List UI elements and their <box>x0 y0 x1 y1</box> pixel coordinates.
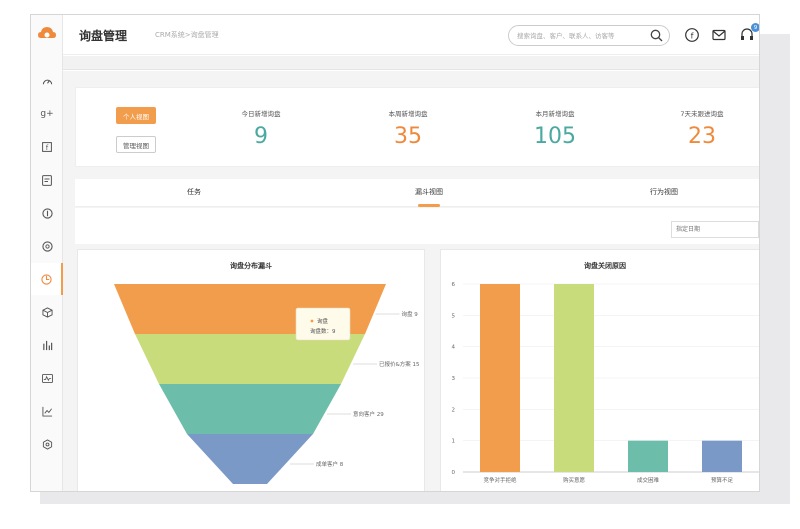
stat-value: 23 <box>688 124 716 149</box>
line-chart-icon[interactable] <box>31 395 63 427</box>
y-tick-label: 0 <box>452 470 456 476</box>
funnel-value-label: 意向客户 29 <box>353 410 384 418</box>
funnel-chart-panel: 询盘分布漏斗 询盘 9 已报价&方案 15 意向客户 29 成单客户 8 询盘询盘数：9 <box>77 249 425 491</box>
search-icon[interactable] <box>650 29 663 42</box>
google-plus-icon[interactable]: g+ <box>40 109 54 119</box>
y-tick-label: 1 <box>452 439 456 445</box>
date-picker-input[interactable] <box>671 221 759 238</box>
search-box <box>508 25 670 46</box>
stat-label: 本月新增询盘 <box>535 110 575 118</box>
bar-2[interactable] <box>628 440 668 472</box>
stat-label: 本周新增询盘 <box>388 110 428 118</box>
filter-bar <box>75 208 759 244</box>
bar-chart-icon[interactable] <box>31 329 63 361</box>
tab-behavior-view[interactable]: 行为视图 <box>650 188 678 196</box>
bar-3[interactable] <box>702 440 742 472</box>
headset-icon-wrap[interactable]: 9 <box>739 23 759 43</box>
tab-task[interactable]: 任务 <box>187 188 201 196</box>
x-tick-label: 竞争对手拒绝 <box>483 476 517 484</box>
stat-value: 105 <box>534 124 576 149</box>
bar-chart-panel: 询盘关闭原因 0 1 2 3 4 5 6 竞争对手拒绝 购买意愿 成交困难 预算不足 <box>440 249 759 491</box>
inquiry-chart-icon[interactable] <box>31 263 63 295</box>
app-window: g+ f 询盘管理 <box>30 14 760 492</box>
stat-value: 9 <box>254 124 268 149</box>
headset-badge: 9 <box>751 23 759 32</box>
headset-icon <box>741 28 753 40</box>
y-tick-label: 3 <box>452 376 456 382</box>
y-tick-label: 5 <box>452 313 456 319</box>
chart-title: 询盘关闭原因 <box>584 262 626 270</box>
bar-chart: 0 1 2 3 4 5 6 竞争对手拒绝 购买意愿 成交困难 预算不足 <box>452 282 759 484</box>
mail-icon[interactable] <box>711 27 727 43</box>
top-header: 询盘管理 CRM系统>询盘管理 f 9 6 <box>63 15 759 55</box>
chart-title: 询盘分布漏斗 <box>230 262 272 270</box>
breadcrumb[interactable]: CRM系统>询盘管理 <box>155 31 219 39</box>
tooltip-box <box>295 307 351 341</box>
personal-view-button[interactable]: 个人视图 <box>116 107 156 124</box>
stat-label: 今日新增询盘 <box>241 110 281 118</box>
view-tabs: 任务 漏斗视图 行为视图 <box>75 179 759 207</box>
stat-7day-unfollowed: 7天未跟进询盘 23 <box>647 108 757 149</box>
svg-text:f: f <box>691 31 694 40</box>
funnel-segment-3[interactable] <box>187 434 313 484</box>
page-title: 询盘管理 <box>79 29 128 43</box>
facebook-circle-icon[interactable]: f <box>684 27 700 43</box>
dashboard-icon[interactable] <box>31 65 63 97</box>
tooltip-text: 询盘数：9 <box>310 327 336 335</box>
search-input[interactable] <box>517 29 647 43</box>
stat-value: 35 <box>394 124 422 149</box>
bar-0[interactable] <box>480 284 520 472</box>
x-tick-label: 购买意愿 <box>563 476 586 484</box>
funnel-segment-1[interactable] <box>135 334 365 384</box>
logo-icon[interactable] <box>38 25 56 41</box>
stat-today: 今日新增询盘 9 <box>206 108 316 149</box>
y-tick-label: 2 <box>452 407 456 413</box>
money-circle-icon[interactable] <box>31 230 63 262</box>
coin-icon[interactable] <box>31 197 63 229</box>
settings-icon[interactable] <box>31 428 63 460</box>
sidebar: g+ f <box>31 15 63 491</box>
stat-label: 7天未跟进询盘 <box>680 110 724 118</box>
tab-funnel-view[interactable]: 漏斗视图 <box>415 188 443 207</box>
tooltip-dot <box>310 319 314 323</box>
bar-1[interactable] <box>554 284 594 472</box>
top-gray-band <box>63 56 759 70</box>
x-tick-label: 预算不足 <box>711 476 734 484</box>
tooltip-series: 询盘 <box>317 317 329 325</box>
y-tick-label: 4 <box>452 345 456 351</box>
svg-text:f: f <box>46 144 49 152</box>
stat-month: 本月新增询盘 105 <box>500 108 610 149</box>
y-tick-label: 6 <box>452 282 456 288</box>
cube-icon[interactable] <box>31 296 63 328</box>
funnel-value-label: 询盘 9 <box>402 310 419 318</box>
funnel-value-label: 已报价&方案 15 <box>379 360 420 368</box>
main-content: 个人视图 管理视图 今日新增询盘 9 本周新增询盘 35 本月新增询盘 105 … <box>63 71 759 491</box>
document-icon[interactable] <box>31 164 63 196</box>
stats-panel: 个人视图 管理视图 今日新增询盘 9 本周新增询盘 35 本月新增询盘 105 … <box>75 87 759 167</box>
manage-view-button[interactable]: 管理视图 <box>116 136 156 153</box>
funnel-value-label: 成单客户 8 <box>316 460 344 468</box>
funnel-segment-2[interactable] <box>159 384 341 434</box>
stat-week: 本周新增询盘 35 <box>353 108 463 149</box>
facebook-icon[interactable]: f <box>31 131 63 163</box>
x-tick-label: 成交困难 <box>637 476 660 484</box>
pulse-monitor-icon[interactable] <box>31 362 63 394</box>
